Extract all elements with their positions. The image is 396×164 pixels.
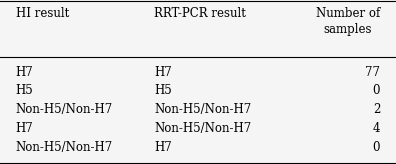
Text: Non-H5/Non-H7: Non-H5/Non-H7 (154, 122, 252, 135)
Text: H5: H5 (16, 84, 34, 97)
Text: 77: 77 (365, 66, 380, 79)
Text: Number of
samples: Number of samples (316, 7, 380, 36)
Text: HI result: HI result (16, 7, 69, 20)
Text: 4: 4 (373, 122, 380, 135)
Text: RRT-PCR result: RRT-PCR result (154, 7, 246, 20)
Text: H7: H7 (16, 66, 34, 79)
Text: 0: 0 (373, 141, 380, 154)
Text: Non-H5/Non-H7: Non-H5/Non-H7 (16, 103, 113, 116)
Text: 0: 0 (373, 84, 380, 97)
Text: H7: H7 (154, 141, 172, 154)
Text: Non-H5/Non-H7: Non-H5/Non-H7 (16, 141, 113, 154)
Text: H7: H7 (16, 122, 34, 135)
Text: H7: H7 (154, 66, 172, 79)
Text: 2: 2 (373, 103, 380, 116)
Text: Non-H5/Non-H7: Non-H5/Non-H7 (154, 103, 252, 116)
Text: H5: H5 (154, 84, 172, 97)
